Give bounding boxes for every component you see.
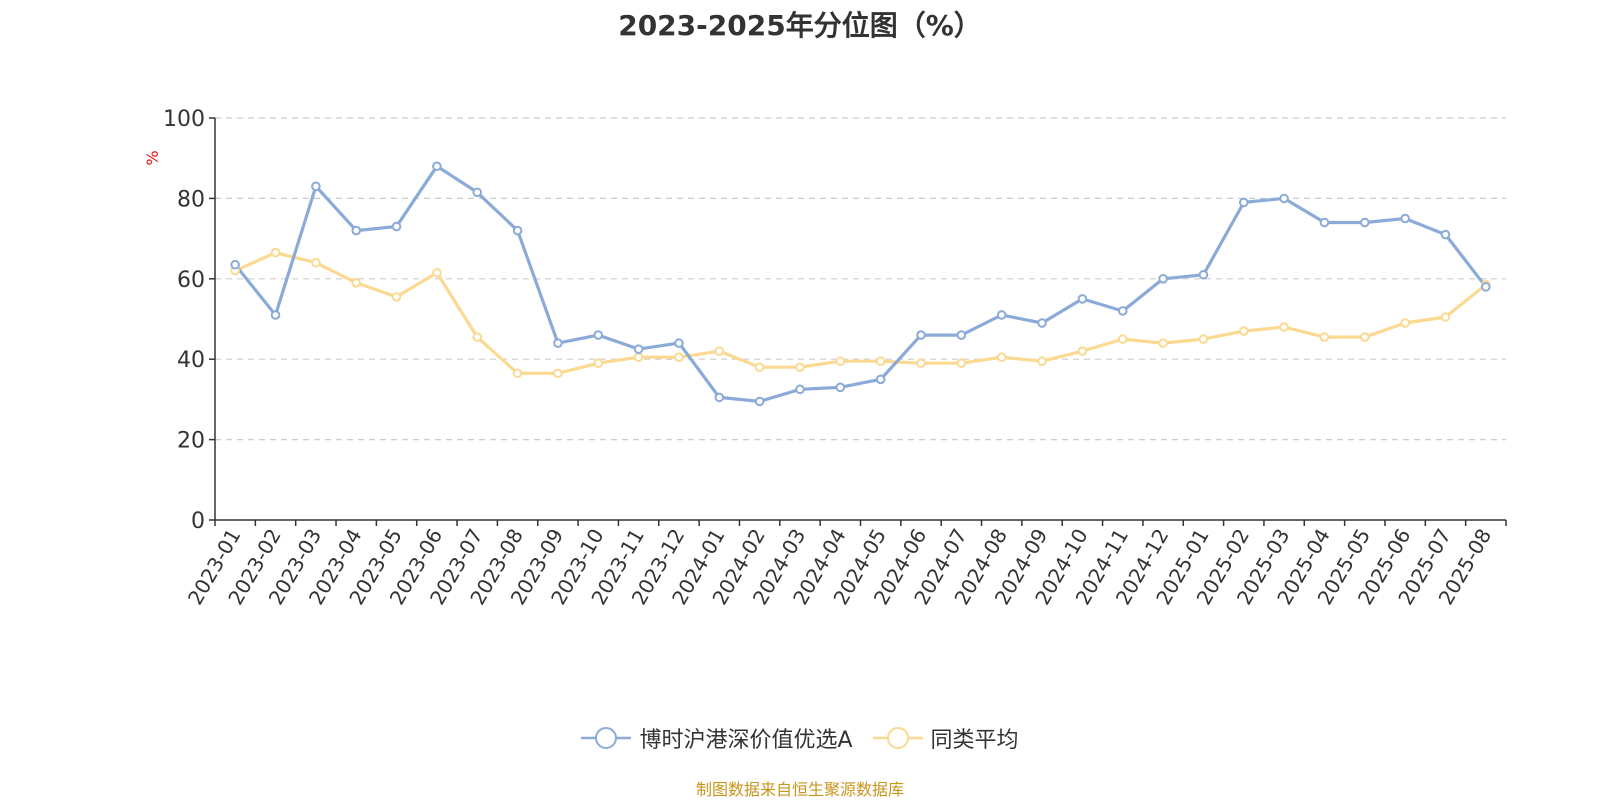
legend-item[interactable]: 博时沪港深价值优选A: [581, 722, 853, 754]
legend-marker-icon: [872, 727, 923, 749]
data-point: [1359, 217, 1370, 228]
data-point: [674, 338, 684, 348]
data-point: [1238, 197, 1249, 208]
data-point: [996, 310, 1007, 320]
data-point: [714, 346, 725, 356]
data-point: [391, 221, 402, 232]
data-point: [1440, 229, 1451, 240]
data-point: [1037, 356, 1047, 367]
x-axis: 2023-012023-022023-032023-042023-052023-…: [183, 519, 1507, 609]
data-point: [956, 358, 967, 369]
data-point: [512, 225, 523, 236]
data-point: [754, 396, 765, 407]
data-point: [1481, 282, 1491, 292]
legend-label: 博时沪港深价值优选A: [639, 728, 853, 753]
source-note: 制图数据来自恒生聚源数据库: [695, 780, 904, 799]
series-points: [230, 161, 1491, 407]
data-point: [1117, 306, 1128, 316]
y-tick-label: 0: [191, 509, 205, 534]
y-tick-label: 100: [163, 107, 205, 132]
y-tick-label: 60: [177, 268, 205, 293]
legend: 博时沪港深价值优选A 同类平均: [0, 722, 1600, 754]
data-point: [1359, 332, 1370, 342]
data-point: [1319, 217, 1330, 228]
data-point: [1319, 332, 1330, 342]
data-point: [1077, 346, 1088, 356]
data-point: [1400, 213, 1410, 224]
data-point: [1400, 318, 1410, 328]
data-point: [1238, 326, 1249, 336]
data-point: [351, 225, 362, 236]
data-point: [553, 368, 563, 379]
data-point: [472, 332, 483, 342]
data-point: [754, 362, 765, 373]
data-point: [472, 187, 483, 198]
data-point: [795, 362, 805, 373]
data-point: [553, 338, 563, 348]
data-point: [512, 368, 523, 379]
data-point: [875, 374, 886, 385]
series-line: [233, 164, 1488, 403]
data-point: [916, 330, 926, 340]
data-point: [432, 161, 442, 172]
data-point: [1198, 334, 1209, 344]
data-point: [916, 358, 926, 369]
grid-lines: [215, 117, 1506, 441]
data-point: [1158, 274, 1168, 284]
data-point: [714, 392, 725, 403]
legend-marker-icon: [581, 727, 632, 749]
data-point: [1440, 312, 1451, 322]
data-point: [835, 382, 846, 393]
data-point: [351, 278, 362, 288]
series-lines: [233, 164, 1488, 403]
data-point: [270, 310, 281, 320]
series-line: [234, 251, 1487, 375]
data-point: [270, 247, 281, 258]
data-point: [633, 344, 644, 354]
y-tick-label: 40: [177, 348, 205, 373]
y-tick-label: 20: [177, 429, 205, 454]
data-point: [795, 384, 805, 395]
y-axis: 0 20 40 60 80 100: [163, 107, 216, 534]
data-point: [835, 356, 846, 367]
y-tick-label: 80: [177, 187, 205, 212]
data-point: [311, 257, 321, 268]
data-point: [1198, 269, 1209, 280]
data-point: [391, 292, 402, 302]
chart-title: 2023-2025年分位图（%）: [618, 9, 982, 42]
legend-item[interactable]: 同类平均: [872, 722, 1019, 754]
data-point: [875, 356, 886, 367]
data-point: [230, 259, 240, 270]
data-point: [311, 181, 321, 192]
data-point: [593, 358, 604, 369]
data-point: [1158, 338, 1168, 348]
y-axis-label: %: [143, 150, 162, 165]
data-point: [1279, 322, 1289, 332]
data-point: [1077, 294, 1088, 304]
data-point: [432, 267, 442, 278]
data-point: [996, 352, 1007, 362]
data-point: [1037, 318, 1047, 328]
data-point: [633, 352, 644, 362]
data-point: [674, 352, 684, 362]
data-point: [1117, 334, 1128, 344]
data-point: [1279, 193, 1289, 204]
data-point: [593, 330, 604, 340]
data-point: [956, 330, 967, 340]
legend-label: 同类平均: [930, 728, 1019, 753]
